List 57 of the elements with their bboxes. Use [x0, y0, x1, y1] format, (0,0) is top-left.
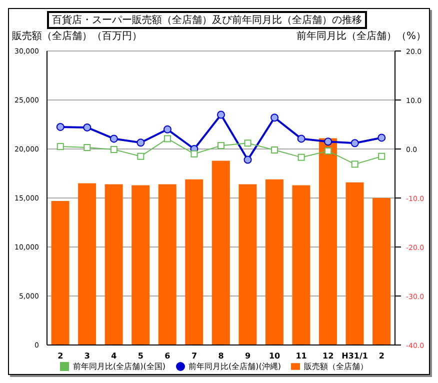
point	[218, 142, 224, 150]
point	[271, 146, 278, 154]
bar	[104, 184, 123, 345]
x-tick-label: 5	[138, 352, 144, 361]
y2-axis-title: 前年同月比（全店舗）（%）	[296, 31, 426, 43]
point	[84, 144, 91, 152]
legend-label: 販売額（全店舗）	[304, 362, 368, 371]
x-tick-label: 11	[296, 352, 308, 361]
bar	[132, 185, 150, 345]
x-tick-label: 4	[111, 352, 118, 361]
point	[378, 134, 386, 142]
x-tick-label: 10	[268, 352, 281, 361]
point	[163, 125, 172, 134]
x-tick-label: H31/1	[342, 352, 368, 361]
bar	[265, 179, 284, 345]
x-tick-label: 8	[218, 352, 224, 361]
point	[378, 152, 386, 160]
bar	[238, 184, 257, 345]
bar	[185, 179, 204, 345]
x-tick-label: 2	[378, 352, 384, 361]
bar	[158, 184, 176, 345]
bar	[51, 200, 70, 345]
bar	[212, 160, 230, 345]
x-tick-label: 12	[322, 352, 334, 361]
point	[137, 152, 144, 160]
point	[350, 139, 359, 148]
point	[324, 147, 332, 154]
point	[297, 134, 306, 143]
x-tick-label: 9	[244, 352, 251, 361]
point	[324, 138, 332, 146]
bar	[78, 183, 96, 345]
point	[83, 123, 92, 132]
point	[110, 146, 118, 153]
legend-label: 前年同月比(全店舗)(全国)	[73, 362, 166, 371]
bar	[292, 185, 310, 345]
point	[190, 150, 198, 158]
point	[136, 138, 145, 147]
point	[270, 114, 279, 122]
point	[56, 122, 64, 131]
legend-label: 前年同月比(全店舗)(沖縄)	[188, 362, 281, 371]
x-tick-label: 7	[191, 352, 198, 361]
point	[244, 156, 252, 164]
point	[351, 160, 358, 168]
x-tick-label: 6	[164, 352, 171, 361]
point	[56, 143, 64, 150]
y-axis-title: 販売額（全店舗）（百万円）	[12, 31, 142, 43]
point	[217, 110, 225, 119]
chart-title: 百貨店・スーパー販売額（全店舗）及び前年同月比（全店舗）の推移	[47, 11, 367, 29]
point	[110, 134, 118, 143]
point	[164, 135, 171, 142]
x-tick-label: 2	[58, 352, 64, 361]
bar	[318, 138, 337, 345]
bar	[346, 182, 364, 345]
x-tick-label: 3	[84, 352, 90, 361]
point	[244, 140, 252, 147]
point	[298, 154, 305, 161]
bar	[372, 198, 391, 345]
